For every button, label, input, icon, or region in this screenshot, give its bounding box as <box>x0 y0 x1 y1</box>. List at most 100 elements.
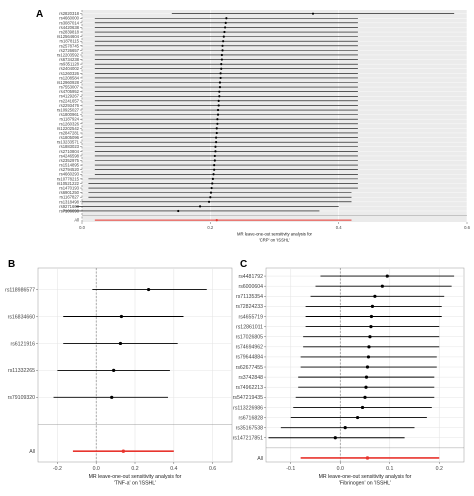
estimate-point <box>110 395 114 399</box>
snp-label: rs6901250 <box>59 190 79 195</box>
estimate-point <box>215 136 218 139</box>
snp-label: rs1800961 <box>59 112 79 117</box>
snp-label: rs1514895 <box>59 163 79 168</box>
snp-label: rs2578745 <box>59 43 79 48</box>
x-tick-label: 0.2 <box>131 466 138 472</box>
snp-label: rs4660000 <box>59 16 79 21</box>
estimate-point <box>364 375 369 379</box>
snp-label: rs1470193 <box>59 186 79 191</box>
estimate-point <box>211 177 214 180</box>
snp-label: rs12564604 <box>57 34 80 39</box>
estimate-point <box>368 335 372 339</box>
estimate-point <box>370 304 375 308</box>
snp-label: rs1878115 <box>60 39 80 44</box>
estimate-point <box>198 205 202 208</box>
snp-label: rs4660293 <box>59 172 79 177</box>
snp-label: rs2839818 <box>59 29 79 34</box>
estimate-point <box>224 21 227 24</box>
estimate-point <box>355 415 360 420</box>
estimate-point <box>217 104 220 107</box>
estimate-point <box>219 72 222 75</box>
x-tick-label: -0.1 <box>286 466 295 472</box>
snp-label: rs4655719 <box>238 314 263 320</box>
all-estimate-point <box>121 449 126 453</box>
x-tick-label: 0.0 <box>79 225 85 230</box>
estimate-point <box>217 99 220 102</box>
estimate-point <box>213 168 216 171</box>
estimate-point <box>214 145 217 148</box>
snp-label: rs17026805 <box>236 335 264 341</box>
snp-label: rs72824233 <box>236 304 264 310</box>
snp-label: rs2352975 <box>59 158 79 163</box>
estimate-point <box>364 385 368 389</box>
snp-label: rs2794520 <box>59 167 79 172</box>
snp-label: rs4420638 <box>59 25 79 30</box>
estimate-point <box>363 395 367 399</box>
estimate-point <box>213 163 216 167</box>
estimate-point <box>223 26 227 29</box>
estimate-point <box>220 53 223 57</box>
estimate-point <box>219 76 222 80</box>
x-tick-label: 0.0 <box>93 466 100 472</box>
x-axis-title: 'Fibrinogen' on 'ISSHL' <box>339 481 391 487</box>
estimate-point <box>220 58 223 61</box>
estimate-point <box>210 186 213 190</box>
estimate-point <box>177 209 180 213</box>
snp-label: rs1260326 <box>59 71 79 76</box>
snp-label: rs35167538 <box>236 425 264 431</box>
estimate-point <box>214 150 217 153</box>
estimate-point <box>216 122 219 125</box>
snp-label: rs118986577 <box>5 287 35 293</box>
plot-background <box>82 10 467 222</box>
estimate-point <box>369 314 374 319</box>
all-label: All <box>257 456 263 462</box>
x-tick-label: 0.4 <box>336 225 342 230</box>
snp-label: rs113226986 <box>233 405 263 411</box>
snp-label: rs4481792 <box>238 274 263 280</box>
estimate-point <box>360 405 365 410</box>
snp-label: rs12202542 <box>57 126 80 131</box>
estimate-point <box>223 30 226 34</box>
panel-c-letter: C <box>240 259 248 270</box>
snp-label: rs9271608 <box>59 204 79 209</box>
panel-b-letter: B <box>8 259 16 270</box>
snp-label: rs74962213 <box>236 385 264 391</box>
snp-label: rs4705952 <box>59 89 79 94</box>
estimate-point <box>366 355 371 359</box>
estimate-point <box>118 341 123 346</box>
estimate-point <box>365 365 370 369</box>
snp-label: rs4246598 <box>59 153 79 158</box>
x-axis-title: 'TNF-a' on 'ISSHL' <box>114 481 156 487</box>
estimate-point <box>207 200 211 203</box>
estimate-point <box>221 44 224 47</box>
snp-label: rs2847281 <box>59 130 79 135</box>
estimate-point <box>112 368 116 372</box>
snp-label: rs74694962 <box>236 345 264 351</box>
snp-label: rs6000604 <box>238 284 263 290</box>
estimate-point <box>311 12 315 15</box>
estimate-point <box>216 113 220 116</box>
x-tick-label: -0.2 <box>53 466 62 472</box>
all-estimate-point <box>215 218 218 222</box>
snp-label: rs3742848 <box>238 375 263 381</box>
snp-label: rs7553007 <box>59 85 79 90</box>
estimate-point <box>222 35 225 38</box>
estimate-point <box>373 294 377 298</box>
estimate-point <box>215 141 218 144</box>
all-label: All <box>74 218 79 223</box>
snp-label: rs147217851 <box>233 436 263 442</box>
snp-label: rs1805096 <box>59 135 79 140</box>
estimate-point <box>218 90 221 93</box>
snp-label: rs10778215 <box>57 176 80 181</box>
all-label: All <box>29 449 35 455</box>
snp-label: rs2241657 <box>59 98 79 103</box>
snp-label: rs11332265 <box>8 368 35 374</box>
x-tick-label: 0.0 <box>337 466 344 472</box>
snp-label: rs7106698 <box>59 208 79 213</box>
estimate-point <box>212 173 215 176</box>
estimate-point <box>215 131 218 135</box>
estimate-point <box>218 95 221 98</box>
snp-label: rs12203592 <box>57 52 80 57</box>
snp-label: rs12960928 <box>57 80 80 85</box>
estimate-point <box>220 67 223 70</box>
